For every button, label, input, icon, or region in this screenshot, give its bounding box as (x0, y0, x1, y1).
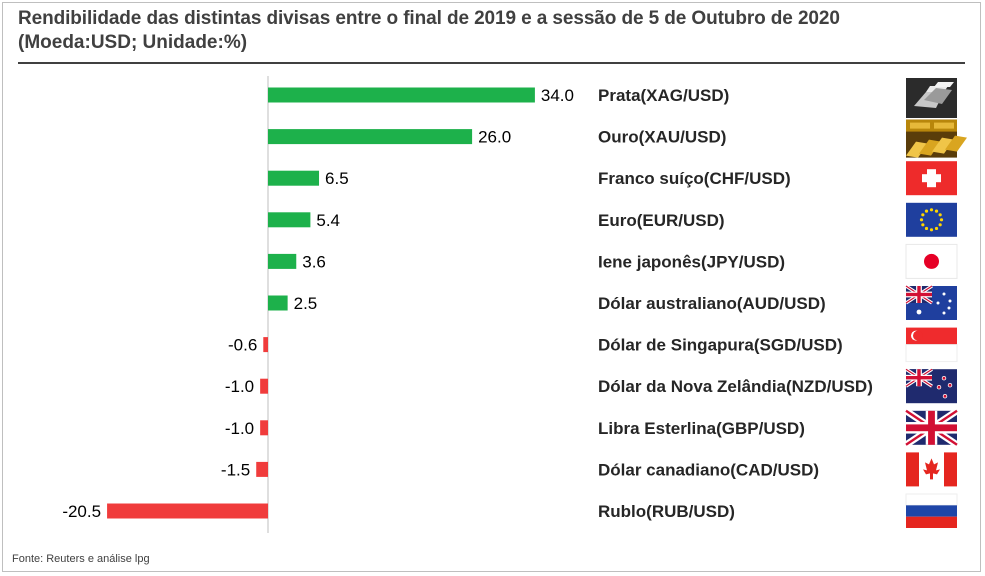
flag-australia-icon (905, 284, 957, 320)
category-label: Dólar da Nova Zelândia(NZD/USD) (598, 377, 873, 396)
category-label: Franco suíço(CHF/USD) (598, 169, 791, 188)
flag-switzerland-icon (906, 161, 957, 196)
data-label: -1.5 (221, 460, 250, 479)
bar (268, 129, 473, 145)
flag-canada-icon (906, 452, 957, 487)
data-label: -1.0 (225, 419, 254, 438)
bar (268, 87, 535, 103)
chart-title: Rendibilidade das distintas divisas entr… (18, 8, 840, 29)
bar (268, 253, 297, 269)
chart-subtitle: (Moeda:USD; Unidade:%) (18, 32, 248, 53)
bar (256, 461, 268, 477)
category-label: Prata(XAG/USD) (598, 86, 729, 105)
flag-japan-icon (905, 243, 958, 279)
data-label: -0.6 (228, 336, 257, 355)
bar (268, 212, 311, 228)
data-label: 2.5 (294, 294, 318, 313)
bar (268, 295, 288, 311)
flag-eu-icon (906, 202, 957, 237)
bar (263, 337, 268, 353)
data-label: 3.6 (302, 252, 326, 271)
category-label: Rublo(RUB/USD) (598, 502, 735, 521)
category-label: Dólar australiano(AUD/USD) (598, 294, 826, 313)
title-divider (18, 62, 965, 64)
bar (260, 420, 268, 436)
data-label: 34.0 (541, 86, 574, 105)
category-label: Dólar de Singapura(SGD/USD) (598, 336, 843, 355)
category-label: Euro(EUR/USD) (598, 211, 725, 230)
data-label: 6.5 (325, 169, 349, 188)
flag-russia-icon (905, 493, 958, 528)
category-label: Ouro(XAU/USD) (598, 128, 726, 147)
flag-singapore-icon (905, 327, 958, 363)
data-label: 5.4 (316, 211, 340, 230)
flag-uk-icon (904, 407, 959, 448)
gold-bars-icon (906, 119, 967, 158)
category-label: Dólar canadiano(CAD/USD) (598, 460, 819, 479)
category-label: Libra Esterlina(GBP/USD) (598, 419, 805, 438)
silver-bars-icon (906, 78, 957, 118)
data-label: -20.5 (62, 502, 101, 521)
category-label: Iene japonês(JPY/USD) (598, 252, 785, 271)
bar (268, 170, 320, 186)
bar (107, 503, 268, 519)
data-label: -1.0 (225, 377, 254, 396)
data-label: 26.0 (478, 128, 511, 147)
source-note: Fonte: Reuters e análise lpg (12, 553, 150, 565)
flag-new-zealand-icon (905, 367, 957, 404)
bar (260, 378, 268, 394)
